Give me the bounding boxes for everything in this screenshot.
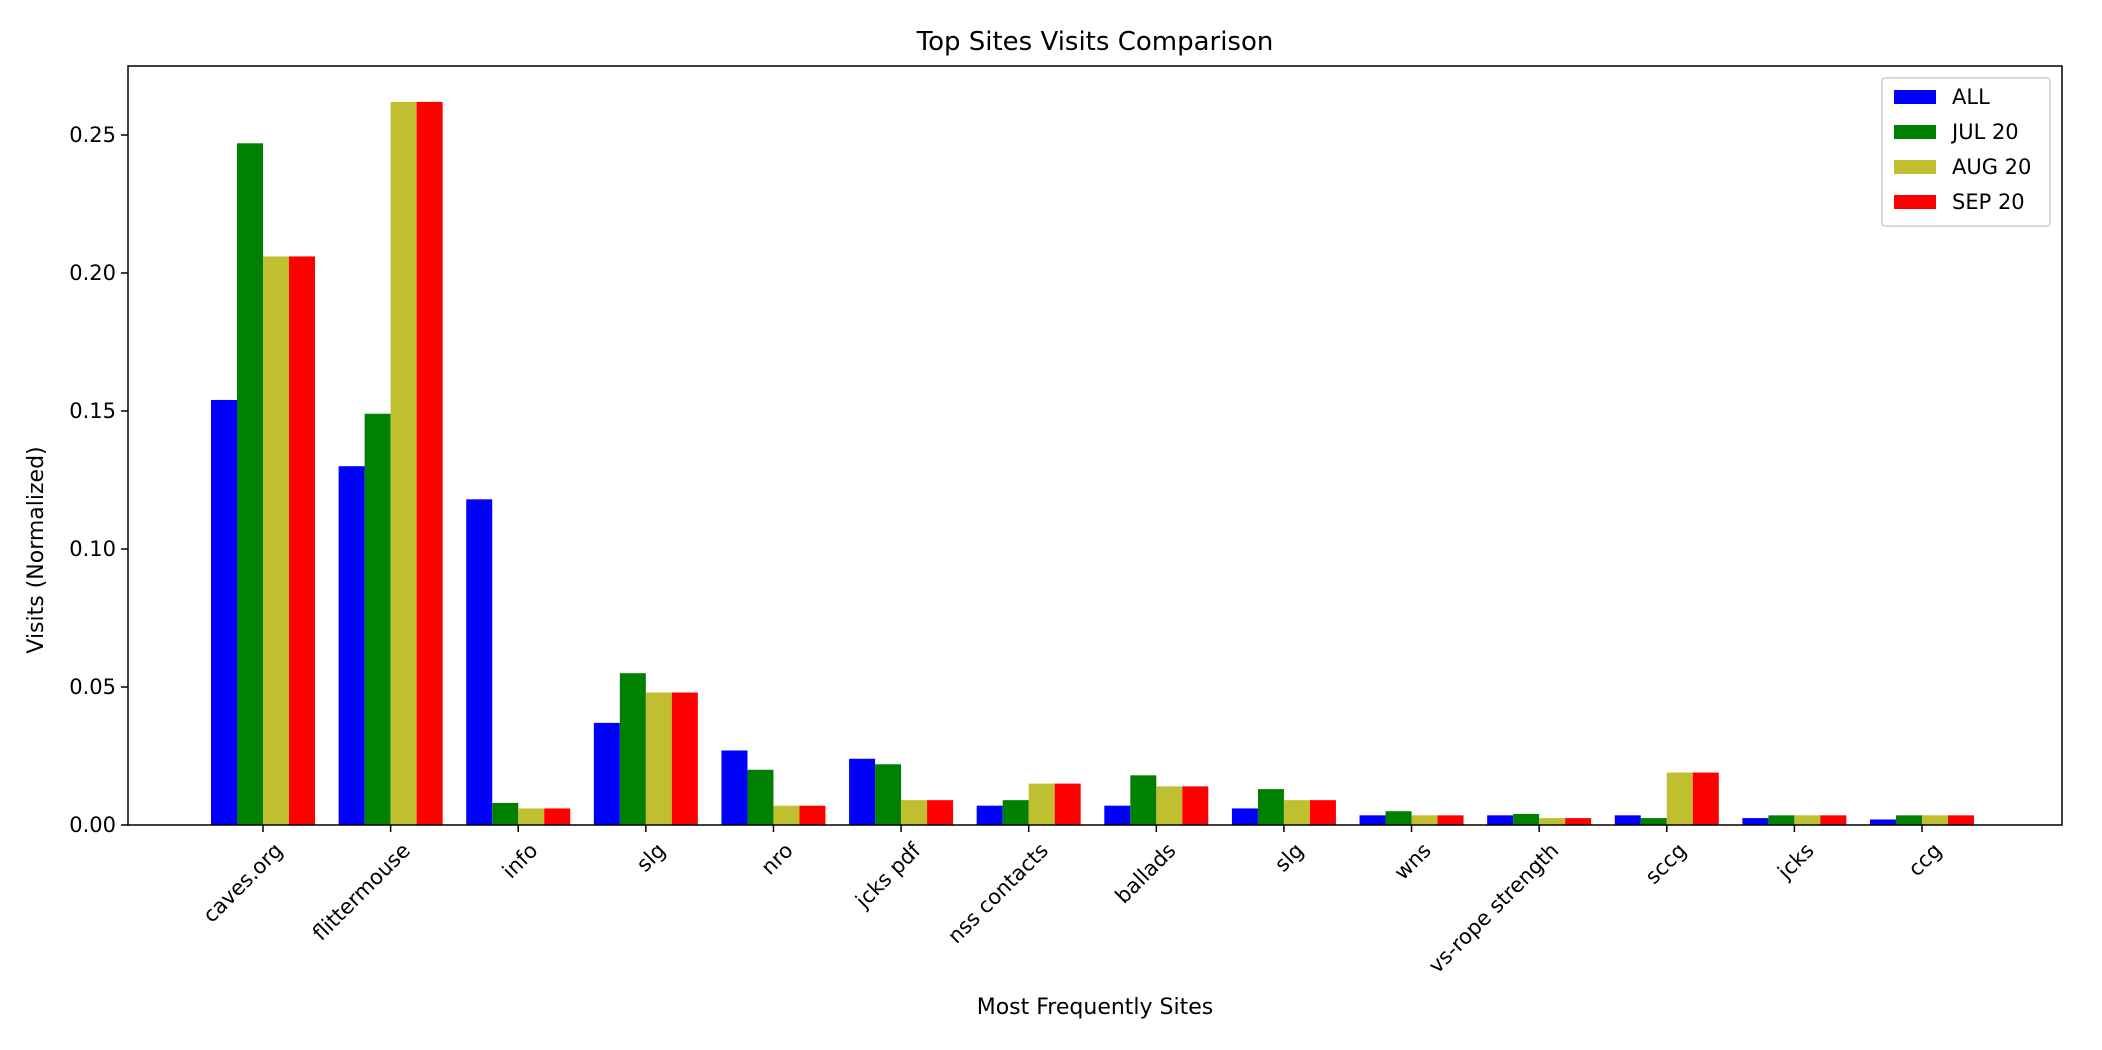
plot-frame — [127, 65, 2063, 826]
y-tick-label: 0.25 — [69, 123, 116, 147]
legend-swatch — [1894, 90, 1936, 104]
bar — [976, 805, 1003, 825]
bar — [849, 758, 876, 825]
bar — [1359, 815, 1386, 825]
bar — [1437, 815, 1464, 825]
bar — [544, 808, 571, 825]
x-tick-label: jcks pdf — [850, 838, 926, 914]
x-axis-title: Most Frequently Sites — [977, 995, 1214, 1020]
bar — [263, 256, 289, 825]
bar — [1257, 789, 1284, 825]
y-tick-label: 0.20 — [69, 261, 116, 285]
bar — [875, 764, 902, 825]
bar — [1896, 815, 1922, 825]
bar — [1309, 800, 1336, 825]
bar — [364, 413, 391, 825]
chart-title: Top Sites Visits Comparison — [916, 27, 1274, 57]
legend-label: AUG 20 — [1952, 155, 2031, 179]
legend: ALL JUL 20 AUG 20 SEP 20 — [1881, 77, 2051, 227]
bar — [593, 722, 620, 825]
bar — [466, 499, 493, 825]
bar — [1513, 813, 1540, 825]
bars-layer — [211, 101, 1974, 825]
bar — [518, 808, 545, 825]
bar — [1692, 772, 1719, 825]
x-tick-label: ccg — [1904, 838, 1947, 881]
bar — [1742, 818, 1769, 825]
bar — [1002, 800, 1029, 825]
bar — [1666, 772, 1693, 825]
bar — [1948, 815, 1974, 825]
bar — [1156, 786, 1183, 825]
y-axis: 0.00 0.05 0.10 0.15 0.20 0.25 — [69, 123, 128, 837]
bar — [1539, 818, 1566, 825]
bar — [799, 805, 826, 825]
x-tick-label: info — [498, 838, 543, 883]
bar — [927, 800, 954, 825]
y-tick-label: 0.00 — [69, 813, 116, 837]
y-axis-title: Visits (Normalized) — [24, 446, 49, 653]
legend-swatch — [1894, 195, 1936, 209]
bar — [1640, 818, 1667, 825]
x-axis: caves.org flittermouse info slg nro jcks pdf n… — [198, 825, 1946, 978]
x-tick-label: caves.org — [198, 838, 287, 927]
bar — [721, 750, 748, 825]
bar — [1870, 819, 1896, 825]
x-tick-label: slg — [1270, 838, 1308, 876]
bar — [1231, 808, 1258, 825]
legend-swatch — [1894, 125, 1936, 139]
bar — [1614, 815, 1641, 825]
y-tick-label: 0.10 — [69, 537, 116, 561]
legend-label: SEP 20 — [1952, 190, 2025, 214]
bar — [671, 692, 698, 825]
x-tick-label: nro — [756, 838, 797, 879]
bar — [1922, 815, 1948, 825]
x-tick-label: ballads — [1111, 838, 1181, 908]
bar — [237, 143, 263, 825]
y-tick-label: 0.05 — [69, 675, 116, 699]
legend-swatch — [1894, 160, 1936, 174]
x-tick-label: nss contacts — [943, 838, 1053, 948]
bar — [390, 101, 417, 825]
bar — [1182, 786, 1209, 825]
bar — [645, 692, 672, 825]
bar — [492, 802, 519, 825]
bar — [289, 256, 315, 825]
bar — [1565, 818, 1592, 825]
x-tick-label: vs-rope strength — [1424, 838, 1564, 978]
x-tick-label: jcks — [1772, 838, 1818, 884]
bar — [1283, 800, 1310, 825]
bar — [1487, 815, 1514, 825]
bar — [1385, 811, 1412, 825]
bar — [338, 466, 365, 825]
bar — [1411, 815, 1438, 825]
legend-box — [1881, 77, 2051, 227]
bar — [416, 101, 443, 825]
x-tick-label: wns — [1390, 838, 1436, 884]
bar — [1820, 815, 1847, 825]
bar — [619, 673, 646, 825]
legend-label: JUL 20 — [1950, 120, 2019, 144]
bar — [901, 800, 928, 825]
y-tick-label: 0.15 — [69, 399, 116, 423]
bar — [211, 399, 237, 825]
bar — [1768, 815, 1795, 825]
legend-label: ALL — [1952, 85, 1990, 109]
x-tick-label: slg — [632, 838, 670, 876]
bar — [773, 805, 800, 825]
bar — [1028, 783, 1055, 825]
x-tick-label: flittermouse — [308, 838, 415, 945]
bar — [1794, 815, 1821, 825]
x-tick-label: sccg — [1641, 838, 1691, 888]
bar — [1104, 805, 1131, 825]
bar — [1054, 783, 1081, 825]
bar — [747, 769, 774, 825]
bar — [1130, 775, 1157, 825]
